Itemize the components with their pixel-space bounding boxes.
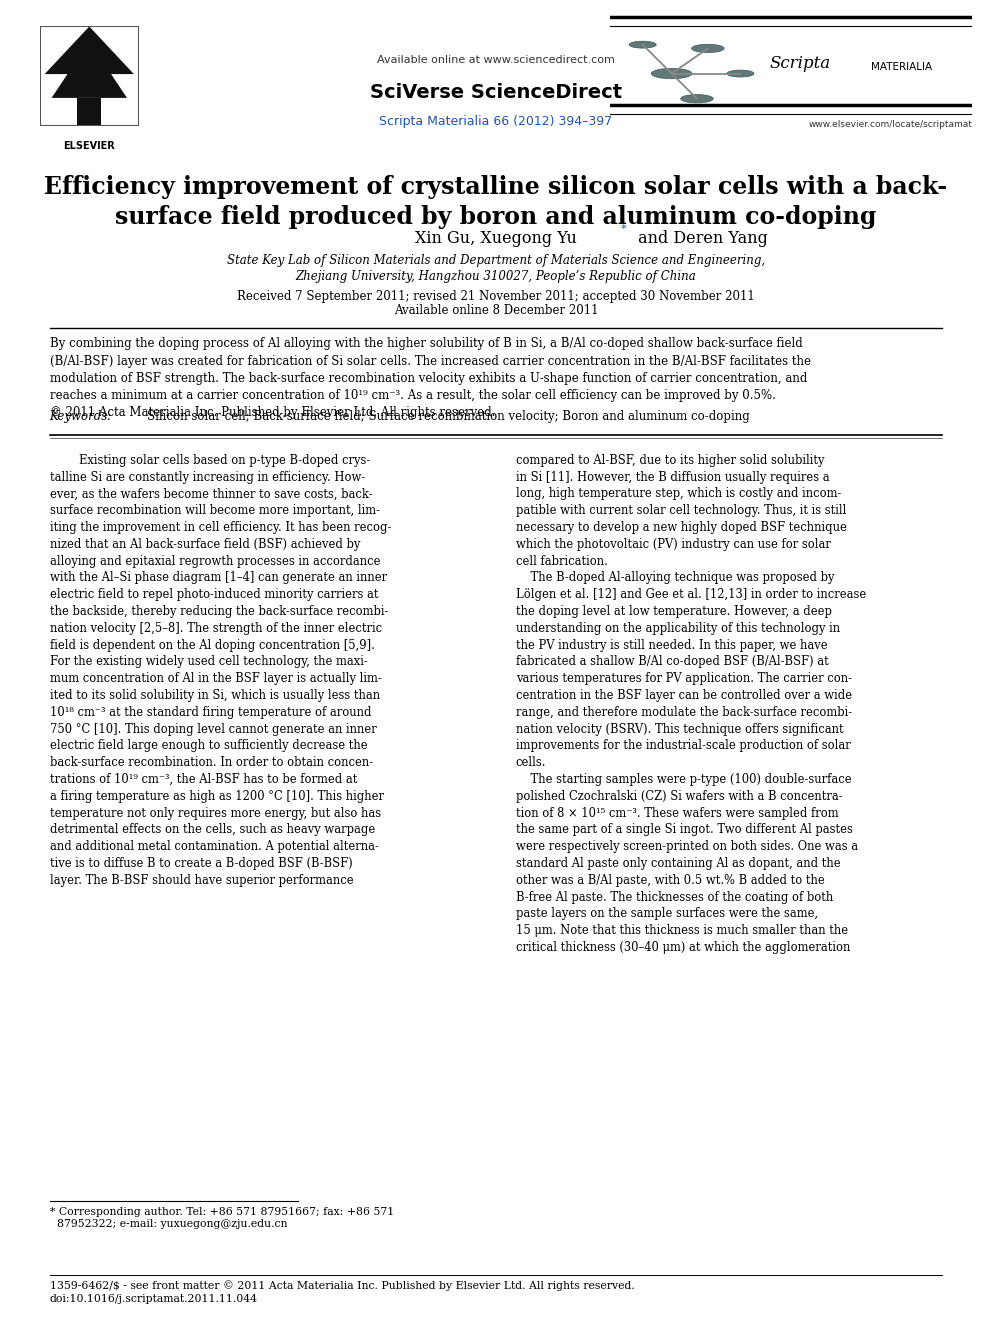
Text: ELSEVIER: ELSEVIER (63, 140, 115, 151)
Ellipse shape (727, 70, 754, 77)
Text: * Corresponding author. Tel: +86 571 87951667; fax: +86 571
  87952322; e-mail: : * Corresponding author. Tel: +86 571 879… (50, 1207, 394, 1229)
Text: *: * (621, 224, 627, 234)
Text: Keywords:: Keywords: (50, 410, 116, 423)
Text: SciVerse ScienceDirect: SciVerse ScienceDirect (370, 83, 622, 102)
Text: Scripta Materialia 66 (2012) 394–397: Scripta Materialia 66 (2012) 394–397 (379, 115, 613, 128)
Text: Received 7 September 2011; revised 21 November 2011; accepted 30 November 2011: Received 7 September 2011; revised 21 No… (237, 290, 755, 303)
Text: Efficiency improvement of crystalline silicon solar cells with a back-
surface f: Efficiency improvement of crystalline si… (45, 175, 947, 229)
Text: Scripta: Scripta (770, 56, 830, 71)
Text: Zhejiang University, Hangzhou 310027, People’s Republic of China: Zhejiang University, Hangzhou 310027, Pe… (296, 270, 696, 283)
Text: Existing solar cells based on p-type B-doped crys-
talline Si are constantly inc: Existing solar cells based on p-type B-d… (50, 454, 391, 886)
Ellipse shape (629, 41, 657, 48)
Ellipse shape (652, 69, 692, 79)
Text: www.elsevier.com/locate/scriptamat: www.elsevier.com/locate/scriptamat (808, 120, 972, 128)
Text: Silicon solar cell; Back-surface field; Surface recombination velocity; Boron an: Silicon solar cell; Back-surface field; … (147, 410, 750, 423)
Text: and Deren Yang: and Deren Yang (633, 230, 768, 246)
Ellipse shape (681, 94, 713, 103)
Text: 1359-6462/$ - see front matter © 2011 Acta Materialia Inc. Published by Elsevier: 1359-6462/$ - see front matter © 2011 Ac… (50, 1281, 634, 1291)
Text: compared to Al-BSF, due to its higher solid solubility
in Si [11]. However, the : compared to Al-BSF, due to its higher so… (516, 454, 866, 954)
Text: doi:10.1016/j.scriptamat.2011.11.044: doi:10.1016/j.scriptamat.2011.11.044 (50, 1294, 258, 1304)
Text: State Key Lab of Silicon Materials and Department of Materials Science and Engin: State Key Lab of Silicon Materials and D… (227, 254, 765, 267)
Text: By combining the doping process of Al alloying with the higher solubility of B i: By combining the doping process of Al al… (50, 337, 810, 419)
Text: MATERIALIA: MATERIALIA (871, 62, 931, 73)
Text: Available online at www.sciencedirect.com: Available online at www.sciencedirect.co… (377, 54, 615, 65)
Text: Available online 8 December 2011: Available online 8 December 2011 (394, 304, 598, 318)
Polygon shape (45, 26, 134, 98)
Ellipse shape (691, 44, 724, 53)
Bar (77, 98, 101, 126)
Text: Xin Gu, Xuegong Yu: Xin Gu, Xuegong Yu (415, 230, 577, 246)
